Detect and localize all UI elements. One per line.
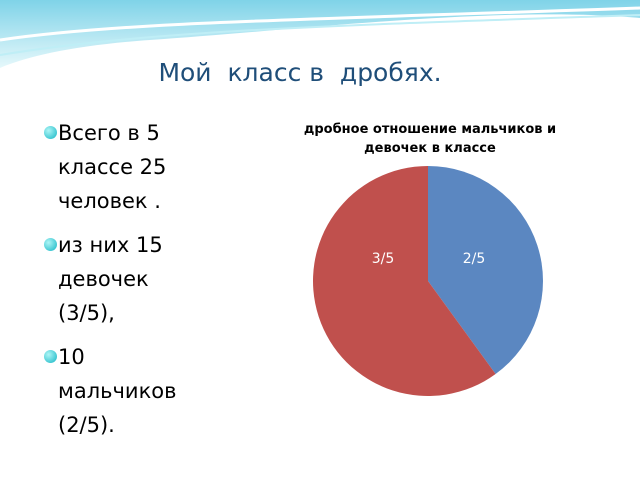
pie-slice [312, 166, 496, 396]
slide-title: Мой класс в дробях. [158, 58, 442, 87]
bullet-text: из них 15 девочек (3/5), [58, 233, 163, 325]
chart-title: дробное отношение мальчиков и девочек в … [303, 122, 557, 156]
slice-label: 3/5 [372, 251, 395, 267]
bullet-text: Всего в 5 классе 25 человек . [58, 121, 167, 213]
bullet-marker [44, 238, 57, 251]
bullet: из них 15 девочек (3/5), [12, 228, 192, 330]
bullet-marker [44, 350, 57, 363]
bullet: 10 мальчиков (2/5). [12, 340, 192, 442]
bullet-marker [44, 126, 57, 139]
slice-label: 2/5 [463, 251, 486, 267]
pie-slice [428, 166, 543, 375]
header-decoration [0, 0, 640, 68]
bullet-text: 10 мальчиков (2/5). [58, 345, 177, 437]
bullet: Всего в 5 классе 25 человек . [12, 116, 192, 218]
bullet-list: Всего в 5 классе 25 человек . из них 15 д… [12, 116, 192, 452]
